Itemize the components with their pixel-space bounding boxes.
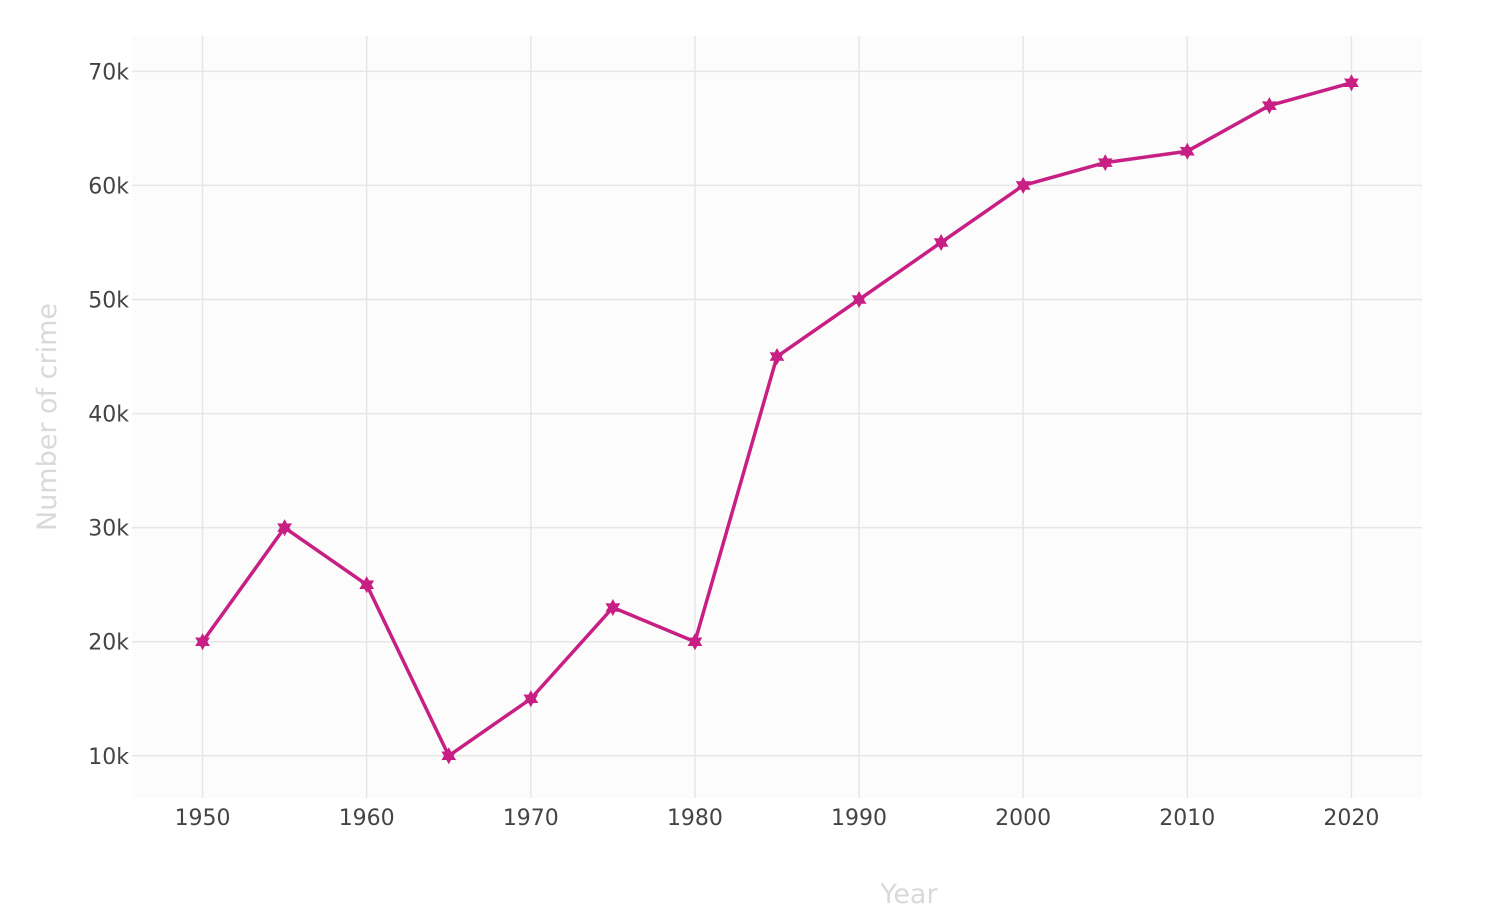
data-point[interactable] xyxy=(769,347,785,366)
y-tick-label: 40k xyxy=(88,403,129,428)
data-point[interactable] xyxy=(1179,142,1195,160)
x-tick-label: 1990 xyxy=(831,806,887,831)
y-tick-label: 60k xyxy=(88,174,129,199)
y-tick-labels: 10k 20k 30k 40k 50k 60k 70k xyxy=(88,60,129,769)
y-tick-label: 50k xyxy=(88,289,129,314)
data-point[interactable] xyxy=(851,290,867,309)
data-point[interactable] xyxy=(523,690,539,708)
data-point[interactable] xyxy=(1015,176,1031,194)
data-point[interactable] xyxy=(441,747,457,765)
data-point[interactable] xyxy=(605,598,621,617)
y-tick-label: 10k xyxy=(88,745,129,770)
data-point[interactable] xyxy=(687,633,703,651)
x-tick-label: 1970 xyxy=(503,806,559,831)
x-tick-label: 1960 xyxy=(339,806,395,831)
data-point[interactable] xyxy=(277,519,293,537)
y-tick-label: 70k xyxy=(88,60,129,85)
data-point[interactable] xyxy=(1344,74,1359,92)
series-layer xyxy=(195,74,1359,765)
y-tick-label: 20k xyxy=(88,631,129,656)
x-tick-label: 1980 xyxy=(667,806,723,831)
data-point[interactable] xyxy=(1097,154,1113,172)
y-axis-title: Number of crime xyxy=(32,303,63,531)
x-tick-label: 2000 xyxy=(995,806,1051,831)
x-axis-title: Year xyxy=(879,879,938,910)
plot-area xyxy=(132,36,1422,798)
data-point[interactable] xyxy=(195,633,210,651)
data-point[interactable] xyxy=(933,233,949,252)
x-tick-label: 2010 xyxy=(1159,806,1215,831)
x-tick-label: 2020 xyxy=(1323,806,1379,831)
y-gridlines xyxy=(132,70,1422,757)
x-gridlines xyxy=(201,36,1353,798)
y-tick-label: 30k xyxy=(88,517,129,542)
x-tick-label: 1950 xyxy=(175,806,231,831)
x-tick-labels: 1950 1960 1970 1980 1990 2000 2010 2020 xyxy=(175,806,1380,831)
data-point[interactable] xyxy=(359,576,375,594)
data-point[interactable] xyxy=(1261,97,1277,115)
